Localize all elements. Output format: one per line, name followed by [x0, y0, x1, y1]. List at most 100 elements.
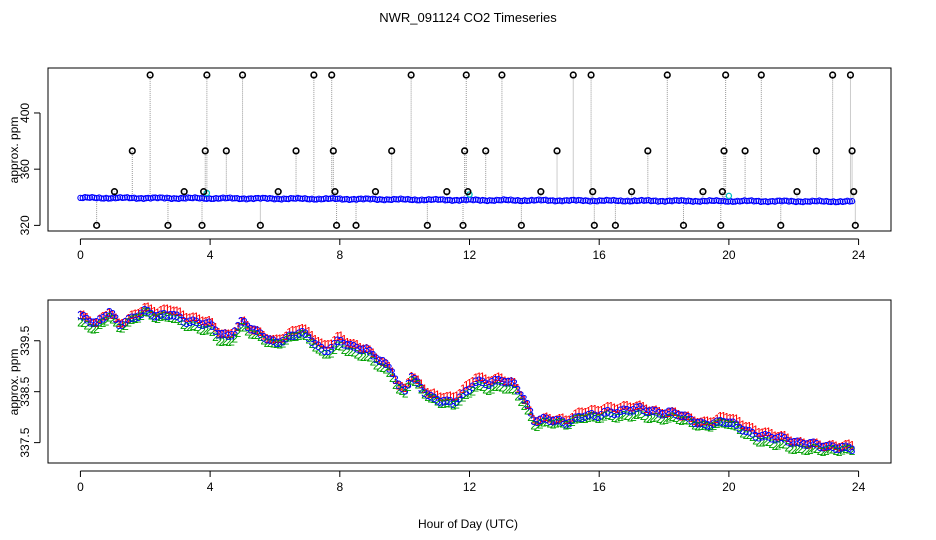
series-3-point: 3	[164, 309, 171, 323]
outlier-point	[829, 71, 837, 79]
series-3-point: 3	[659, 408, 666, 422]
series-3-point: 3	[640, 403, 647, 417]
outlier-point	[128, 147, 136, 155]
series-3-point: 3	[106, 305, 113, 319]
series-1-point: 1	[193, 310, 200, 324]
series-1-point: 1	[257, 325, 264, 339]
series-3-point: 3	[691, 416, 698, 430]
series-1-point: 1	[537, 413, 544, 427]
series-3-point: 3	[527, 406, 534, 420]
bottom-x-tick-label: 12	[463, 480, 477, 494]
series-1-point: 1	[453, 389, 460, 403]
series-3-point: 3	[341, 337, 348, 351]
series-2-point: 2	[437, 397, 444, 411]
series-1-point: 1	[698, 415, 705, 429]
series-1-point: 1	[84, 310, 91, 324]
series-3-point: 3	[794, 435, 801, 449]
series-2-point: 2	[450, 399, 457, 413]
series-2-point: 2	[395, 383, 402, 397]
series-1-point: 1	[730, 411, 737, 425]
series-2-point: 2	[122, 319, 129, 333]
series-2-point: 2	[350, 346, 357, 360]
series-3-point: 3	[643, 405, 650, 419]
series-3-point: 3	[428, 390, 435, 404]
series-3-point: 3	[167, 309, 174, 323]
series-2-point: 2	[267, 336, 274, 350]
series-1-point: 1	[559, 411, 566, 425]
outlier-point	[274, 188, 282, 196]
series-3-point: 3	[704, 418, 711, 432]
series-1-point: 1	[624, 399, 631, 413]
series-2-point: 2	[251, 328, 258, 342]
outlier-point	[699, 188, 707, 196]
series-3-point: 3	[530, 414, 537, 428]
x-axis-label: Hour of Day (UTC)	[418, 517, 518, 531]
series-3-point: 3	[823, 440, 830, 454]
series-1-point: 1	[167, 303, 174, 317]
series-3-point: 3	[328, 341, 335, 355]
series-1-point: 1	[170, 304, 177, 318]
series-1-point: 1	[231, 324, 238, 338]
series-3-point: 3	[103, 309, 110, 323]
series-1-point: 1	[244, 318, 251, 332]
series-2-point: 2	[704, 419, 711, 433]
series-3-point: 3	[405, 377, 412, 391]
series-2-point: 2	[469, 384, 476, 398]
outlier-point	[679, 221, 688, 229]
series-3-point: 3	[395, 378, 402, 392]
series-1-point: 1	[553, 413, 560, 427]
series-3-point: 3	[788, 436, 795, 450]
series-2-point: 2	[190, 319, 197, 333]
series-2-point: 2	[672, 411, 679, 425]
series-2-point: 2	[399, 384, 406, 398]
series-2-point: 2	[293, 330, 300, 344]
outlier-point	[846, 71, 855, 79]
outlier-point	[587, 71, 595, 79]
series-1-point: 1	[485, 374, 492, 388]
series-3-point: 3	[315, 339, 322, 353]
series-1-point: 1	[392, 373, 399, 387]
series-3-point: 3	[93, 316, 100, 330]
series-2-point: 2	[669, 410, 676, 424]
series-3-point: 3	[749, 426, 756, 440]
series-2-point: 2	[759, 435, 766, 449]
series-3-point: 3	[701, 417, 708, 431]
series-1-point: 1	[235, 320, 242, 334]
series-1-point: 1	[444, 389, 451, 403]
series-2-point: 2	[810, 442, 817, 456]
series-3-point: 3	[411, 372, 418, 386]
series-2-point: 2	[707, 420, 714, 434]
series-3-point: 3	[338, 334, 345, 348]
series-1-point: 1	[469, 375, 476, 389]
series-1-point: 1	[273, 332, 280, 346]
series-1-point: 1	[434, 388, 441, 402]
series-1-point: 1	[264, 331, 271, 345]
bottom-x-tick-label: 24	[852, 480, 866, 494]
series-1-point: 1	[418, 377, 425, 391]
series-1-point: 1	[781, 428, 788, 442]
series-1-point: 1	[440, 391, 447, 405]
series-2-point: 2	[276, 337, 283, 351]
outlier-point	[663, 71, 671, 79]
series-1-point: 1	[132, 307, 139, 321]
series-3-point: 3	[299, 325, 306, 339]
series-2-point: 2	[302, 329, 309, 343]
series-2-point: 2	[736, 423, 743, 437]
series-1-point: 1	[354, 338, 361, 352]
series-2-point: 2	[601, 410, 608, 424]
series-2-point: 2	[710, 419, 717, 433]
series-2-point: 2	[453, 398, 460, 412]
series-3-point: 3	[293, 329, 300, 343]
bottom-x-tick-label: 8	[336, 480, 343, 494]
series-1-point: 1	[103, 308, 110, 322]
series-3-point: 3	[87, 315, 94, 329]
series-1-point: 1	[267, 332, 274, 346]
series-2-point: 2	[228, 334, 235, 348]
series-3-point: 3	[727, 416, 734, 430]
series-3-point: 3	[553, 414, 560, 428]
outlier-point	[644, 147, 652, 155]
series-3-point: 3	[138, 307, 145, 321]
series-3-point: 3	[637, 401, 644, 415]
outlier-point	[93, 221, 101, 229]
